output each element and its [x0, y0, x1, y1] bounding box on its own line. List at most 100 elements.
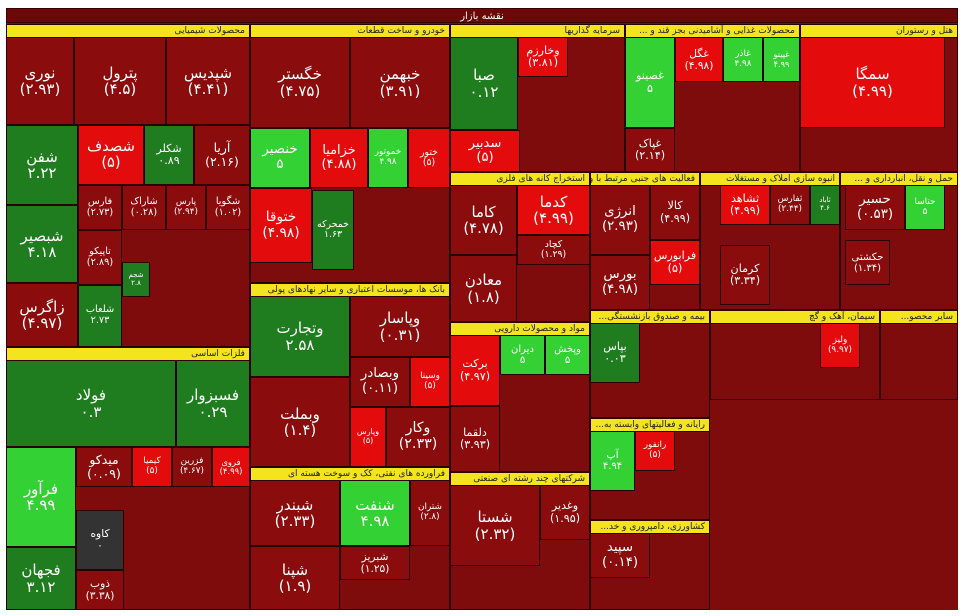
stock-change: ۰.۳: [80, 402, 102, 421]
stock-tile: میدکو (۰.۰۹): [76, 447, 132, 487]
stock-tile: بورس (۴.۹۸): [590, 255, 650, 310]
stock-name: کاوه: [90, 527, 110, 541]
sector: حمل و نقل، انبارداری و ...: [840, 172, 958, 310]
stock-name: غاذر: [735, 48, 751, 59]
stock-change: ۴.۹۸: [734, 58, 752, 69]
stock-tile: صبا ۰.۱۲: [450, 37, 518, 130]
stock-tile: برکت (۴.۹۷): [450, 335, 500, 406]
stock-name: رانفور: [643, 440, 667, 451]
stock-change: ۳.۱۲: [26, 577, 56, 596]
stock-name: کچاد: [544, 238, 563, 250]
stock-change: (۰.۱۱): [361, 381, 399, 396]
stock-tile: کدما (۴.۹۹): [517, 185, 590, 235]
stock-tile: وپارس (۵): [350, 407, 386, 467]
stock-name: دلقما: [463, 425, 487, 439]
stock-change: ۵: [647, 81, 653, 95]
sector: هتل و رستوران: [800, 24, 958, 172]
stock-tile: تاپیکو (۲.۸۹): [78, 230, 122, 285]
stock-tile: پترول (۴.۵): [74, 37, 166, 125]
stock-change: (۵): [649, 450, 661, 460]
stock-name: شبصیر: [20, 226, 64, 245]
stock-tile: شتران (۲.۸): [410, 480, 450, 546]
stock-name: غصینو: [636, 69, 664, 83]
stock-name: ختوقا: [265, 209, 297, 226]
stock-tile: دیران ۵: [500, 335, 545, 375]
stock-tile: غپاک (۲.۱۴): [625, 128, 675, 172]
stock-name: وپاسار: [379, 309, 421, 327]
stock-name: غپاک: [638, 136, 662, 150]
stock-tile: شجم ۲.۸: [122, 262, 150, 297]
stock-tile: شصدف (۵): [78, 125, 144, 185]
stock-tile: غپینو ۴.۹۹: [763, 37, 800, 82]
stock-tile: غصینو ۵: [625, 37, 675, 128]
stock-change: (۰.۱۴): [601, 554, 639, 570]
stock-name: تاپیکو: [89, 245, 111, 257]
stock-name: کدما: [539, 192, 568, 211]
stock-name: کیمیا: [143, 456, 161, 467]
stock-change: (۲.۸۹): [86, 256, 114, 268]
stock-change: (۵): [362, 436, 374, 445]
stock-change: ۵: [519, 355, 526, 366]
stock-name: شپدیس: [183, 63, 233, 82]
stock-tile: کالا (۴.۹۹): [650, 185, 700, 240]
stock-change: ۴.۶: [820, 204, 830, 212]
stock-tile: کرمان (۳.۳۴): [720, 245, 770, 305]
stock-name: وپارس: [356, 427, 380, 437]
stock-name: ختور: [420, 146, 438, 158]
stock-change: ۲.۸: [131, 278, 141, 287]
stock-tile: فجهان ۳.۱۲: [6, 547, 76, 610]
map-title: نقشه بازار: [6, 8, 958, 23]
stock-tile: معادن (۱.۸): [450, 255, 517, 322]
stock-name: وپخش: [554, 344, 581, 355]
stock-name: فرابورس: [653, 249, 697, 263]
stock-name: شاراک: [130, 195, 158, 207]
stock-change: (۴.۷۵): [279, 81, 321, 100]
stock-change: (۵): [667, 261, 683, 275]
stock-name: پترول: [102, 63, 138, 82]
stock-tile: دلقما (۳.۹۳): [450, 406, 500, 472]
stock-tile: شلعاب ۲.۷۳: [78, 285, 122, 347]
sector-header: بیمه و صندوق بازنشستگی...: [591, 311, 709, 324]
stock-tile: سپید (۰.۱۴): [590, 533, 650, 578]
stock-change: (۴.۹۸): [684, 58, 714, 72]
stock-name: فجهان: [21, 561, 61, 579]
stock-change: (۵): [424, 381, 436, 391]
stock-tile: فروی (۴.۹۹): [212, 447, 250, 487]
stock-name: کرمان: [730, 261, 760, 275]
stock-change: ۴.۹۹: [26, 496, 56, 514]
stock-name: حتاسا: [914, 196, 936, 207]
stock-tile: شپدیس (۴.۴۱): [166, 37, 250, 125]
stock-tile: حسیر (۰.۵۳): [845, 185, 905, 230]
stock-name: وسینا: [420, 371, 440, 382]
stock-name: فارس: [87, 195, 113, 207]
stock-change: (۳.۳۸): [85, 589, 115, 602]
stock-change: (۴.۸۸): [321, 157, 357, 172]
stock-name: خموتور: [374, 147, 402, 158]
stock-tile: غگل (۴.۹۸): [675, 37, 723, 82]
stock-name: وغدیر: [551, 499, 579, 513]
stock-tile: ثشاهد (۴.۹۹): [720, 185, 770, 225]
stock-change: ۴.۹۸: [360, 512, 390, 530]
stock-name: ثشاهد: [730, 191, 760, 205]
stock-tile: سدبیر (۵): [450, 130, 520, 172]
stock-tile: ذوب (۳.۳۸): [76, 570, 124, 610]
stock-name: حکشتی: [851, 251, 884, 263]
stock-name: آریا: [213, 140, 231, 156]
stock-tile: ختور (۵): [408, 128, 450, 188]
stock-name: ولیز: [832, 334, 848, 345]
stock-change: (۴.۹۹): [659, 211, 691, 225]
stock-tile: کاوه ۰: [76, 510, 124, 570]
stock-name: برکت: [462, 357, 488, 371]
stock-change: (۴.۵): [103, 80, 137, 98]
stock-change: (۱.۳۴): [853, 262, 882, 274]
stock-change: ۰.۲۹: [198, 402, 228, 421]
stock-change: (۴.۷۸): [463, 219, 504, 237]
stock-tile: خزامیا (۴.۸۸): [310, 128, 368, 188]
stock-tile: وخارزم (۳.۸۱): [518, 37, 568, 77]
stock-tile: شکلر ۰.۸۹: [144, 125, 194, 185]
stock-name: شلعاب: [85, 304, 115, 316]
stock-name: فسبزوار: [186, 386, 239, 404]
stock-change: ۴.۱۸: [27, 243, 57, 261]
stock-tile: شگویا (۱.۰۲): [206, 185, 250, 230]
